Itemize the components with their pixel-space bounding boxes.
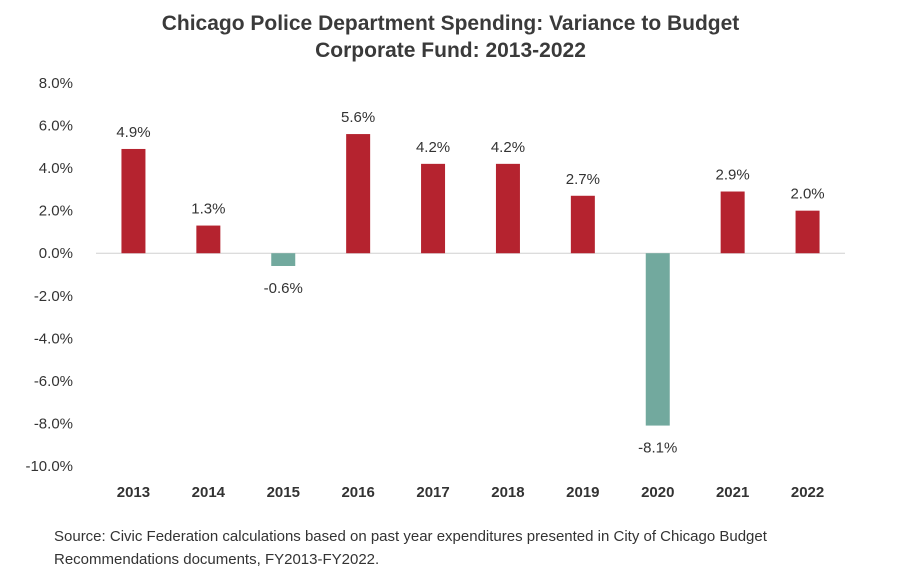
x-tick-label-2019: 2019 [566,484,599,501]
x-tick-label-2020: 2020 [641,484,674,501]
y-tick-label: -4.0% [34,330,73,347]
bar-2017 [421,163,446,254]
source-note: Source: Civic Federation calculations ba… [54,528,767,568]
y-tick-label: -6.0% [34,373,73,390]
bar-2021 [720,191,745,254]
data-label-2020: -8.1% [638,440,677,457]
x-tick-label-2017: 2017 [416,484,449,501]
data-label-2015: -0.6% [264,280,303,297]
y-tick-label: -2.0% [34,288,73,305]
bar-2015 [271,253,296,266]
x-tick-label-2015: 2015 [267,484,300,501]
y-axis: 8.0% 6.0% 4.0% 2.0% 0.0% -2.0% -4.0% -6.0% -8.0%… [25,75,73,475]
x-tick-label-2018: 2018 [491,484,524,501]
data-label-2022: 2.0% [790,186,824,203]
bar-2013 [121,148,146,254]
x-tick-label-2021: 2021 [716,484,749,501]
chart-title-line1: Chicago Police Department Spending: Vari… [161,12,740,35]
x-axis: 2013 2014 2015 2016 2017 2018 2019 2020 2021 2022 [117,484,824,501]
bar-2018 [495,163,520,254]
bar-2020 [645,253,670,426]
y-tick-label: 8.0% [39,75,73,92]
y-tick-label: 4.0% [39,160,73,177]
data-label-2013: 4.9% [116,124,150,141]
bar-2022 [795,210,820,254]
y-tick-label: 6.0% [39,118,73,135]
x-tick-label-2014: 2014 [192,484,226,501]
chart-title: Chicago Police Department Spending: Vari… [0,10,901,64]
data-label-2014: 1.3% [191,201,225,218]
data-label-2016: 5.6% [341,109,375,126]
data-labels: 4.9% 1.3% -0.6% 5.6% 4.2% 4.2% 2.7% -8.1% 2.9% 2.… [116,109,824,457]
bar-2014 [196,225,221,254]
bar-2016 [346,134,371,254]
data-label-2018: 4.2% [491,139,525,156]
y-tick-label: 0.0% [39,245,73,262]
y-tick-label: 2.0% [39,203,73,220]
bar-2019 [570,195,595,254]
x-tick-label-2013: 2013 [117,484,150,501]
x-tick-label-2022: 2022 [791,484,824,501]
bar-chart: 8.0% 6.0% 4.0% 2.0% 0.0% -2.0% -4.0% -6.0% -8.0%… [25,75,845,501]
data-label-2019: 2.7% [566,171,600,188]
y-tick-label: -8.0% [34,415,73,432]
x-tick-label-2016: 2016 [341,484,374,501]
chart-subtitle: Corporate Fund: 2013-2022 [315,39,586,62]
data-label-2021: 2.9% [716,167,750,184]
data-label-2017: 4.2% [416,139,450,156]
bars [121,134,820,426]
y-tick-label: -10.0% [25,458,73,475]
